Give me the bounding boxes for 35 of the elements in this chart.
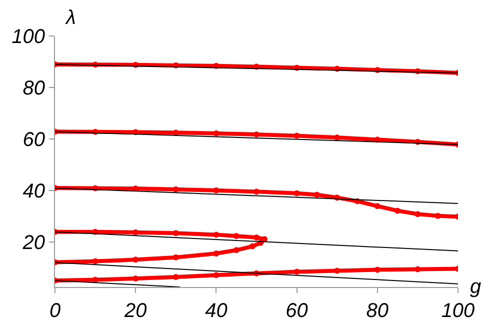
x-tick-label: 80 (366, 300, 389, 322)
point (294, 190, 300, 196)
line-series (55, 185, 458, 220)
x-tick-label: 60 (286, 300, 308, 322)
point (414, 211, 421, 218)
line-series (55, 266, 458, 284)
y-tick-label: 20 (22, 232, 45, 254)
y-tick-label: 100 (12, 26, 45, 48)
y-axis-title: λ (65, 7, 76, 29)
point (213, 187, 220, 194)
y-tick-label: 80 (22, 78, 45, 100)
point (374, 203, 380, 210)
point (334, 268, 340, 274)
x-tick-label: 20 (123, 300, 147, 322)
x-tick-label: 100 (441, 300, 475, 322)
y-tick-label: 40 (22, 180, 45, 203)
point (374, 266, 380, 273)
point (254, 131, 260, 138)
x-tick-label: 0 (49, 300, 61, 322)
point (394, 208, 401, 214)
point (92, 258, 98, 264)
point (254, 188, 260, 195)
x-axis-title: g (470, 276, 482, 298)
x-tick-label: 40 (205, 300, 228, 322)
point (233, 232, 240, 239)
point (294, 132, 300, 139)
point (294, 268, 300, 275)
point (414, 266, 421, 272)
y-tick-label: 60 (22, 129, 45, 152)
point (233, 247, 240, 254)
point (254, 234, 260, 241)
point (249, 243, 256, 250)
point (213, 130, 220, 136)
point (213, 232, 220, 238)
point (213, 250, 220, 256)
